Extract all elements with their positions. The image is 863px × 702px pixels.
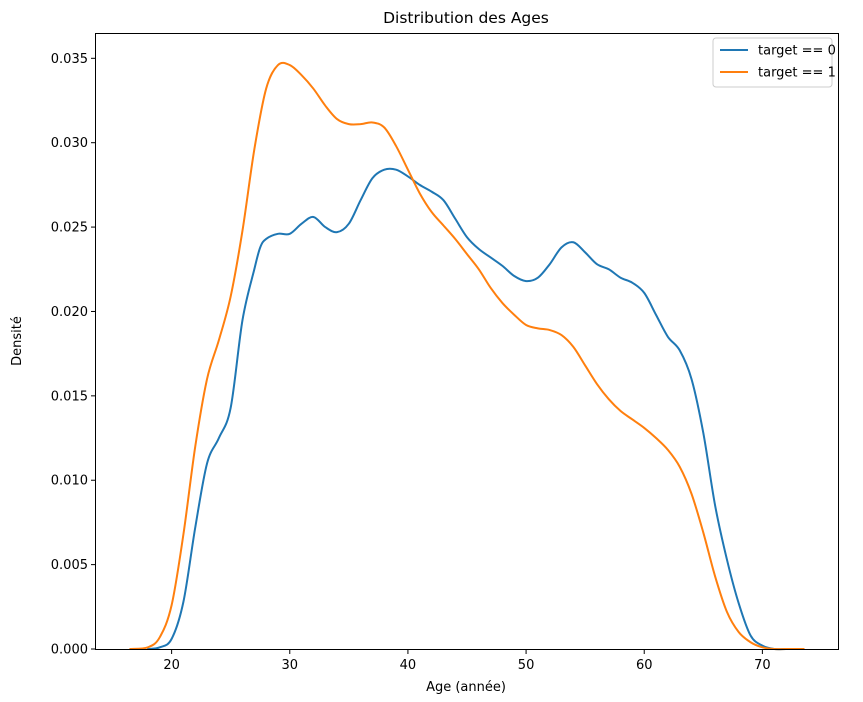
legend-items: target == 0 target == 1 — [720, 44, 836, 81]
y-tick-label: 0.030 — [51, 136, 88, 151]
plot-area — [95, 33, 839, 651]
series-line-0 — [146, 167, 799, 651]
x-tick-label: 30 — [281, 658, 298, 673]
legend: target == 0 target == 1 — [712, 37, 836, 88]
x-axis-ticks: 20 30 40 50 60 70 — [163, 649, 771, 673]
y-tick-label: 0.025 — [51, 221, 88, 236]
y-tick-label: 0.000 — [51, 643, 88, 658]
y-tick-label: 0.010 — [51, 474, 88, 489]
y-axis-label: Densité — [10, 316, 25, 366]
x-tick-label: 40 — [400, 658, 417, 673]
y-tick-label: 0.020 — [51, 305, 88, 320]
chart-title: Distribution des Ages — [383, 9, 549, 27]
y-tick-label: 0.005 — [51, 558, 88, 573]
legend-label-1: target == 1 — [758, 66, 836, 81]
x-tick-label: 70 — [754, 658, 771, 673]
y-tick-label: 0.015 — [51, 389, 88, 404]
axes-frame — [95, 33, 839, 650]
x-tick-label: 50 — [518, 658, 535, 673]
series-layer — [129, 61, 805, 651]
y-axis-ticks: 0.000 0.005 0.010 0.015 0.020 0.025 0.030 0.035 — [51, 52, 96, 658]
y-tick-label: 0.035 — [51, 52, 88, 67]
x-axis-label: Age (année) — [426, 680, 506, 695]
series-line-1 — [129, 61, 805, 651]
x-tick-label: 60 — [636, 658, 653, 673]
legend-label-0: target == 0 — [758, 44, 836, 59]
x-tick-label: 20 — [163, 658, 180, 673]
